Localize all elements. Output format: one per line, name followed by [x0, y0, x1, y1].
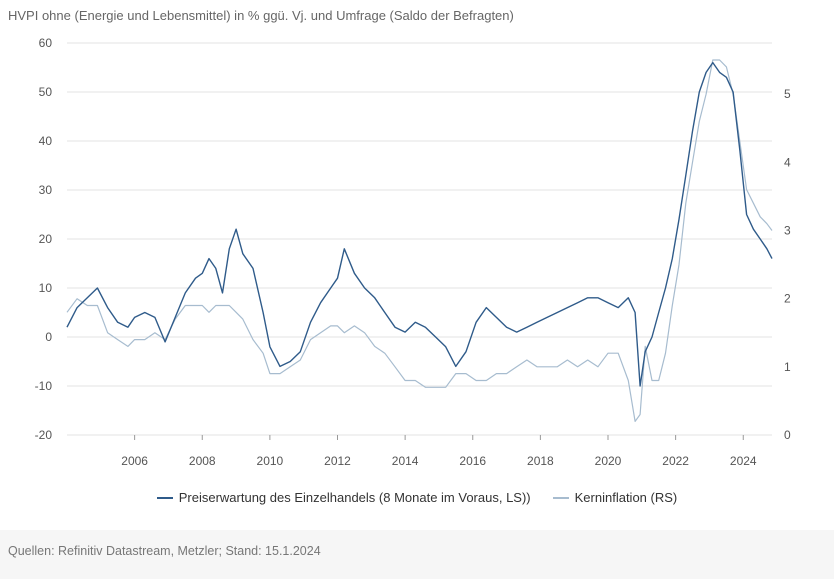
chart-title: HVPI ohne (Energie und Lebensmittel) in …: [8, 8, 514, 23]
x-tick-label: 2016: [459, 454, 486, 468]
x-tick-label: 2022: [662, 454, 689, 468]
left-tick-label: 0: [45, 330, 52, 344]
right-tick-label: 0: [784, 428, 791, 442]
x-tick-label: 2020: [595, 454, 622, 468]
left-tick-label: 30: [39, 183, 53, 197]
left-tick-label: 60: [39, 36, 53, 50]
legend-swatch-core: [552, 496, 569, 499]
x-tick-label: 2012: [324, 454, 351, 468]
series-line-core-inflation: [66, 59, 773, 422]
left-tick-label: 20: [39, 232, 53, 246]
left-tick-label: 40: [39, 134, 53, 148]
x-tick-label: 2008: [189, 454, 216, 468]
x-tick-label: 2024: [730, 454, 757, 468]
left-tick-label: 10: [39, 281, 53, 295]
x-tick-label: 2018: [527, 454, 554, 468]
series-lines: [66, 59, 773, 422]
legend-label-retail: Preiserwartung des Einzelhandels (8 Mona…: [178, 490, 531, 505]
right-tick-label: 2: [784, 292, 791, 306]
series-line-retail-price-expectation: [66, 61, 773, 387]
x-tick-label: 2006: [121, 454, 148, 468]
left-axis-ticks: 60 50 40 30 20 10 0 -10 -20: [35, 36, 53, 442]
x-axis-ticks: 2006 2008 2010 2012 2014 2016 2018 2020 2022 2024: [121, 435, 757, 468]
legend-item-core[interactable]: Kerninflation (RS): [552, 490, 678, 505]
left-tick-label: 50: [39, 85, 53, 99]
x-tick-label: 2014: [392, 454, 419, 468]
right-tick-label: 5: [784, 87, 791, 101]
legend: Preiserwartung des Einzelhandels (8 Mona…: [0, 490, 834, 505]
legend-swatch-retail: [156, 496, 173, 499]
right-tick-label: 4: [784, 155, 791, 169]
grid: [67, 42, 772, 436]
right-tick-label: 3: [784, 223, 791, 237]
source-note: Quellen: Refinitiv Datastream, Metzler; …: [0, 530, 834, 579]
left-tick-label: -10: [35, 379, 53, 393]
right-tick-label: 1: [784, 360, 791, 374]
x-tick-label: 2010: [257, 454, 284, 468]
legend-label-core: Kerninflation (RS): [574, 490, 678, 505]
right-axis-ticks: 5 4 3 2 1 0: [784, 87, 791, 442]
left-tick-label: -20: [35, 428, 53, 442]
legend-item-retail[interactable]: Preiserwartung des Einzelhandels (8 Mona…: [156, 490, 531, 505]
